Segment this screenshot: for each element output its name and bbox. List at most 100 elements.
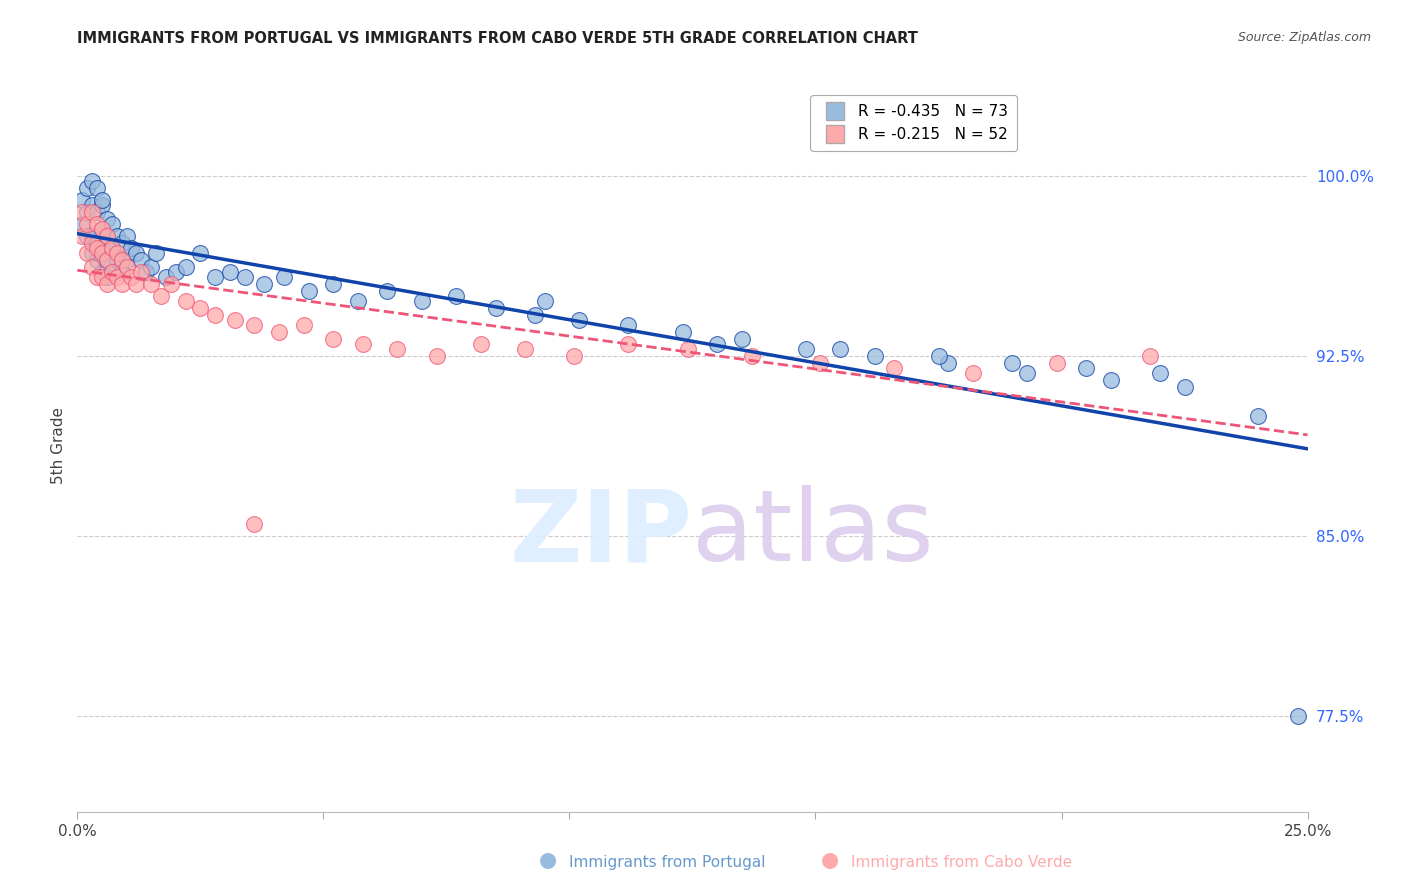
Text: Source: ZipAtlas.com: Source: ZipAtlas.com bbox=[1237, 31, 1371, 45]
Point bbox=[1076, 361, 1098, 376]
Point bbox=[76, 229, 98, 244]
Point bbox=[298, 285, 321, 299]
Point bbox=[1017, 366, 1039, 380]
Point bbox=[141, 277, 163, 292]
Point bbox=[86, 236, 108, 251]
Point bbox=[96, 253, 118, 268]
Point bbox=[145, 246, 167, 260]
Point bbox=[810, 356, 832, 370]
Point bbox=[1286, 708, 1309, 723]
Point bbox=[101, 265, 124, 279]
Point bbox=[105, 253, 128, 268]
Point bbox=[101, 265, 124, 279]
Point bbox=[115, 260, 138, 275]
Point bbox=[70, 229, 93, 244]
Point bbox=[96, 277, 118, 292]
Point bbox=[76, 217, 98, 231]
Text: ●: ● bbox=[821, 850, 838, 870]
Point bbox=[101, 241, 124, 255]
Point bbox=[426, 349, 449, 363]
Point bbox=[101, 241, 124, 255]
Point bbox=[82, 260, 104, 275]
Point bbox=[82, 246, 104, 260]
Point bbox=[96, 229, 118, 244]
Point bbox=[1046, 356, 1069, 370]
Point bbox=[96, 253, 118, 268]
Point bbox=[129, 265, 153, 279]
Point bbox=[928, 349, 950, 363]
Point bbox=[1174, 380, 1197, 394]
Point bbox=[1139, 349, 1161, 363]
Point bbox=[90, 222, 114, 236]
Point bbox=[76, 205, 98, 219]
Point bbox=[96, 212, 118, 227]
Point bbox=[224, 313, 246, 327]
Point bbox=[962, 366, 984, 380]
Point bbox=[115, 253, 138, 268]
Point bbox=[174, 293, 197, 308]
Point bbox=[706, 337, 728, 351]
Point bbox=[111, 253, 132, 268]
Point bbox=[90, 222, 114, 236]
Point bbox=[70, 217, 93, 231]
Point bbox=[322, 332, 344, 346]
Point bbox=[568, 313, 591, 327]
Point bbox=[269, 325, 291, 339]
Point bbox=[150, 289, 173, 303]
Point bbox=[70, 193, 93, 207]
Point bbox=[676, 342, 699, 356]
Text: ●: ● bbox=[540, 850, 557, 870]
Point bbox=[524, 308, 547, 322]
Point bbox=[1099, 373, 1122, 387]
Point bbox=[86, 181, 108, 195]
Point bbox=[135, 265, 157, 279]
Point bbox=[863, 349, 886, 363]
Point bbox=[111, 236, 132, 251]
Point bbox=[273, 269, 295, 284]
Point bbox=[76, 181, 98, 195]
Point bbox=[219, 265, 242, 279]
Text: Immigrants from Cabo Verde: Immigrants from Cabo Verde bbox=[851, 855, 1071, 870]
Point bbox=[485, 301, 508, 315]
Text: ZIP: ZIP bbox=[509, 485, 693, 582]
Point bbox=[352, 337, 374, 351]
Point bbox=[446, 289, 468, 303]
Point bbox=[111, 265, 132, 279]
Point bbox=[165, 265, 187, 279]
Point bbox=[121, 269, 143, 284]
Point bbox=[160, 277, 183, 292]
Point bbox=[1247, 409, 1270, 423]
Point bbox=[101, 217, 124, 231]
Point bbox=[82, 236, 104, 251]
Point bbox=[564, 349, 586, 363]
Point bbox=[129, 253, 153, 268]
Point bbox=[86, 269, 108, 284]
Point bbox=[86, 253, 108, 268]
Text: atlas: atlas bbox=[693, 485, 934, 582]
Point bbox=[292, 318, 315, 332]
Point bbox=[121, 241, 143, 255]
Point bbox=[82, 198, 104, 212]
Point bbox=[243, 318, 266, 332]
Point bbox=[90, 246, 114, 260]
Point bbox=[82, 205, 104, 219]
Point bbox=[115, 229, 138, 244]
Point bbox=[830, 342, 852, 356]
Point bbox=[155, 269, 177, 284]
Point bbox=[86, 241, 108, 255]
Point bbox=[741, 349, 763, 363]
Point bbox=[105, 269, 128, 284]
Point bbox=[70, 205, 93, 219]
Point bbox=[82, 174, 104, 188]
Point bbox=[90, 265, 114, 279]
Point bbox=[515, 342, 537, 356]
Point bbox=[76, 246, 98, 260]
Text: IMMIGRANTS FROM PORTUGAL VS IMMIGRANTS FROM CABO VERDE 5TH GRADE CORRELATION CHA: IMMIGRANTS FROM PORTUGAL VS IMMIGRANTS F… bbox=[77, 31, 918, 46]
Point bbox=[90, 198, 114, 212]
Point bbox=[1149, 366, 1171, 380]
Point bbox=[204, 269, 226, 284]
Point bbox=[90, 193, 114, 207]
Point bbox=[174, 260, 197, 275]
Point bbox=[125, 277, 148, 292]
Point bbox=[204, 308, 226, 322]
